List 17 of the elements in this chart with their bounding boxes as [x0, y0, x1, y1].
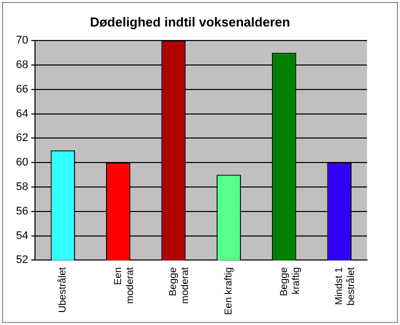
x-tick-label: Een moderat [112, 266, 136, 304]
y-tick-label: 52 [16, 254, 28, 266]
x-tick-label: Mindst 1 bestrålet [334, 266, 358, 306]
y-tick-label: 66 [16, 83, 28, 96]
y-tick-label: 58 [16, 181, 28, 194]
y-tick-label: 62 [16, 132, 28, 144]
y-tick-label: 64 [16, 108, 28, 120]
chart-title: Dødelighed indtil voksenalderen [90, 14, 290, 30]
x-tick-label: Een kraftig [224, 267, 235, 316]
x-tick-label: Ubestrålet [56, 266, 69, 313]
y-tick-label: 60 [16, 156, 28, 169]
y-tick-label: 56 [16, 205, 28, 218]
y-tick-label: 68 [16, 59, 28, 72]
y-tick-label: 54 [16, 230, 28, 242]
y-tick-label: 70 [16, 34, 28, 47]
x-tick-label: Begge moderat [168, 266, 192, 304]
x-tick-label: Begge kraftig [278, 266, 302, 296]
